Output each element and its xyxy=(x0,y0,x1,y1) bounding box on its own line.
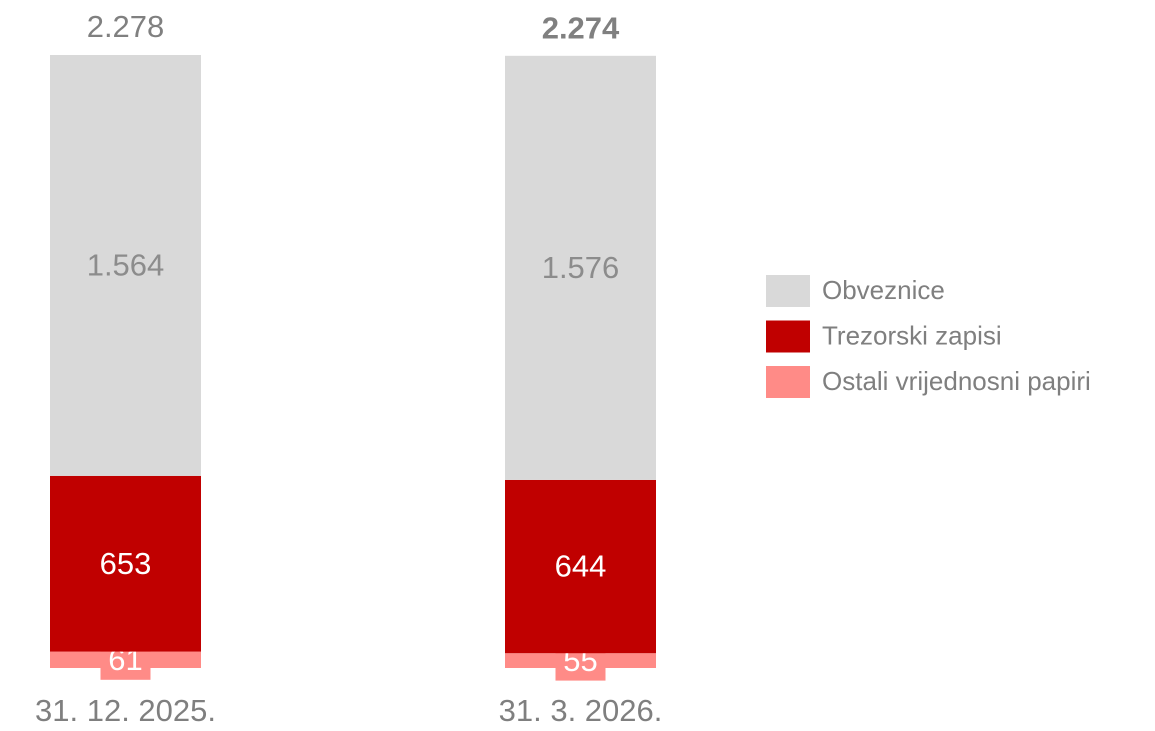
legend-label: Trezorski zapisi xyxy=(822,320,1002,350)
bar-segment xyxy=(50,55,201,476)
legend-swatch xyxy=(766,366,810,398)
value-label: 653 xyxy=(100,546,152,581)
bar-segment xyxy=(50,475,201,652)
legend-label: Ostali vrijednosni papiri xyxy=(822,366,1091,396)
legend-label: Obveznice xyxy=(822,275,945,305)
total-label: 2.274 xyxy=(542,10,620,45)
value-label: 644 xyxy=(555,549,607,584)
legend-swatch xyxy=(766,275,810,307)
x-tick-label: 31. 12. 2025. xyxy=(35,693,216,728)
bar-segment xyxy=(505,479,656,654)
legend-swatch xyxy=(766,320,810,353)
total-label: 2.278 xyxy=(87,9,165,44)
x-tick-label: 31. 3. 2026. xyxy=(499,693,663,728)
bar-segment xyxy=(505,55,656,480)
value-label: 1.576 xyxy=(542,250,620,285)
value-label: 1.564 xyxy=(87,248,165,283)
